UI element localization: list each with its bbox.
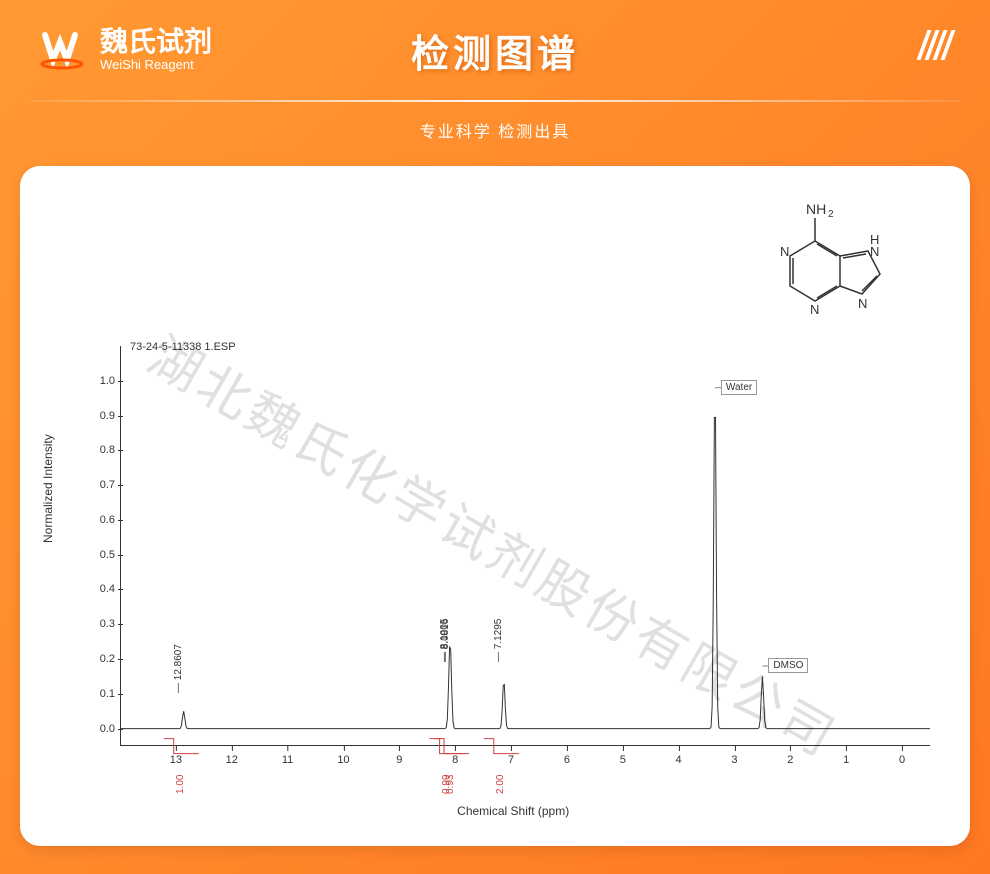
peak-label: — 8.0816 — [440, 619, 451, 662]
x-tick: 0 — [899, 754, 905, 766]
x-tick: 1 — [843, 754, 849, 766]
integral-label: 1.00 — [175, 775, 186, 794]
logo-icon — [40, 30, 90, 70]
x-tick: 8 — [452, 754, 458, 766]
solvent-label: Water — [721, 380, 757, 395]
x-axis-label: Chemical Shift (ppm) — [457, 804, 569, 818]
y-tick: 0.4 — [80, 583, 115, 595]
y-tick: 0.8 — [80, 444, 115, 456]
brand-name-en: WeiShi Reagent — [100, 58, 212, 72]
page-header: 魏氏试剂 WeiShi Reagent 检测图谱 — [0, 0, 990, 100]
x-tick: 6 — [564, 754, 570, 766]
x-tick: 5 — [620, 754, 626, 766]
spectrum-card: 湖北魏氏化学试剂股份有限公司 NH 2 H — [20, 166, 970, 846]
y-tick: 1.0 — [80, 375, 115, 387]
svg-text:N: N — [810, 302, 819, 317]
y-axis-label: Normalized Intensity — [41, 434, 55, 543]
y-tick: 0.0 — [80, 723, 115, 735]
peak-label: — 12.8607 — [173, 644, 184, 693]
integral-label: 2.00 — [495, 775, 506, 794]
x-tick: 2 — [787, 754, 793, 766]
brand-name-cn: 魏氏试剂 — [100, 27, 212, 58]
svg-text:N: N — [780, 244, 789, 259]
y-tick: 0.9 — [80, 410, 115, 422]
svg-text:N: N — [858, 296, 867, 311]
x-tick: 9 — [396, 754, 402, 766]
brand-text: 魏氏试剂 WeiShi Reagent — [100, 27, 212, 72]
y-tick: 0.5 — [80, 549, 115, 561]
page-subtitle: 专业科学 检测出具 — [0, 102, 990, 166]
y-tick: 0.7 — [80, 479, 115, 491]
chart-area: 湖北魏氏化学试剂股份有限公司 NH 2 H — [40, 196, 950, 826]
x-tick: 7 — [508, 754, 514, 766]
x-tick: 4 — [676, 754, 682, 766]
y-tick: 0.6 — [80, 514, 115, 526]
x-tick: 12 — [226, 754, 238, 766]
integral-label: 0.93 — [445, 775, 456, 794]
integral-line — [120, 346, 930, 746]
svg-text:N: N — [870, 244, 879, 259]
svg-text:2: 2 — [828, 209, 834, 220]
x-tick: 13 — [170, 754, 182, 766]
brand-logo: 魏氏试剂 WeiShi Reagent — [40, 27, 212, 72]
page-title: 检测图谱 — [411, 23, 579, 78]
x-tick: 10 — [337, 754, 349, 766]
decoration-stripes — [917, 30, 956, 60]
plot-region: 0.00.10.20.30.40.50.60.70.80.91.01312111… — [120, 346, 930, 746]
y-tick: 0.3 — [80, 618, 115, 630]
x-tick: 11 — [282, 754, 293, 766]
molecule-structure: NH 2 H N N N N — [750, 196, 920, 371]
y-tick: 0.2 — [80, 653, 115, 665]
y-tick: 0.1 — [80, 688, 115, 700]
solvent-label: DMSO — [768, 658, 808, 673]
svg-text:NH: NH — [806, 201, 826, 217]
x-tick: 3 — [731, 754, 737, 766]
peak-label: — 7.1295 — [493, 619, 504, 662]
